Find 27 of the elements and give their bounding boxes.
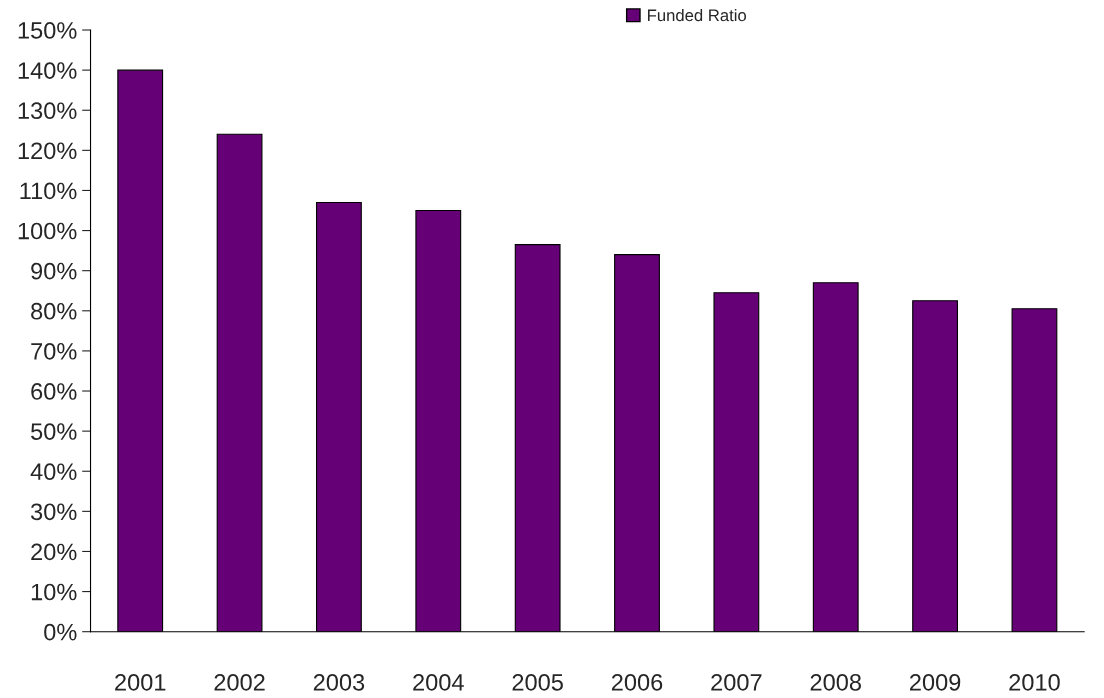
y-tick-label: 90% [31,262,77,280]
y-tick-label: 10% [31,583,77,601]
x-tick-label: 2009 [910,673,961,691]
y-tick-label: 80% [31,302,77,320]
y-tick-label: 120% [18,142,77,160]
y-tick-label: 100% [18,222,77,240]
x-tick-label: 2003 [313,673,365,691]
y-tick-label: 60% [31,383,77,400]
x-tick-label: 2008 [810,673,861,691]
y-tick-label: 70% [31,342,77,360]
x-tick-label: 2002 [214,673,265,691]
y-tick-label: 20% [31,543,77,561]
legend-label: Funded Ratio [648,9,747,22]
x-tick-label: 2004 [413,673,464,691]
x-tick-label: 2001 [115,673,166,691]
y-tick-label: 140% [18,62,77,79]
x-tick-label: 2005 [512,673,563,691]
x-tick-label: 2006 [611,673,663,691]
y-tick-label: 150% [18,22,77,39]
y-tick-label: 110% [20,182,77,200]
x-tick-label: 2007 [711,673,762,691]
y-tick-label: 50% [31,423,77,440]
y-tick-label: 130% [18,102,77,120]
y-tick-label: 40% [30,463,77,481]
x-tick-label: 2010 [1009,673,1060,691]
y-tick-label: 0% [44,623,77,641]
y-tick-label: 30% [30,503,77,521]
